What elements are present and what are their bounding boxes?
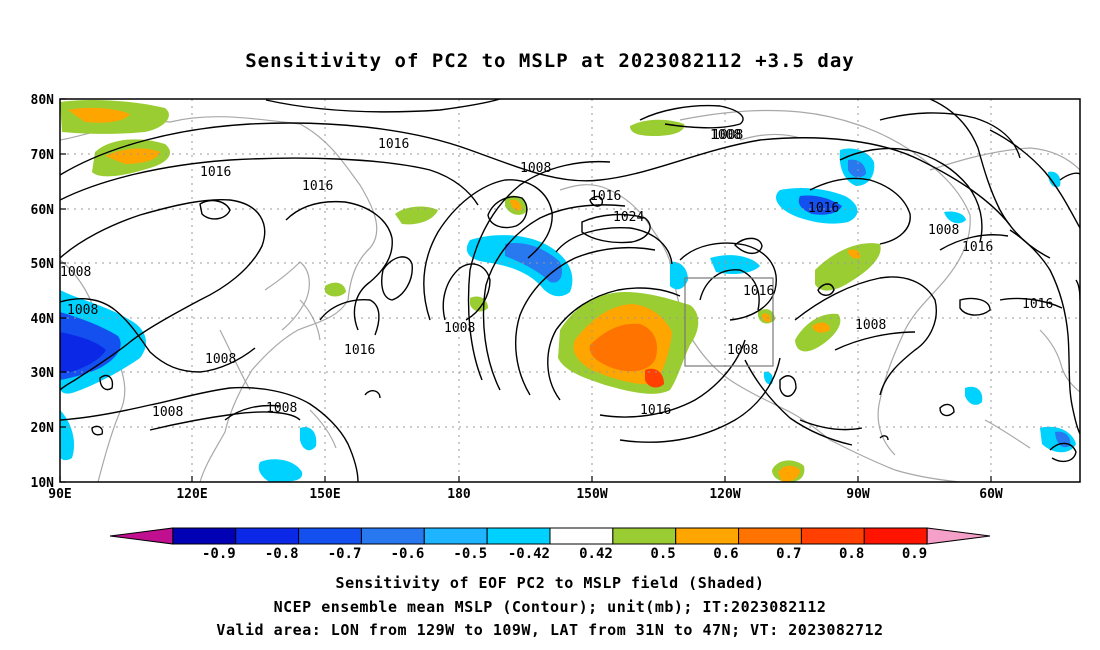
contour-label: 1008 xyxy=(928,223,959,238)
colorbar-segment xyxy=(486,527,551,545)
caption-line-2: NCEP ensemble mean MSLP (Contour); unit(… xyxy=(273,598,827,616)
colorbar-segment xyxy=(172,527,237,545)
colorbar-tick-label: 0.42 xyxy=(579,546,613,562)
contour-label: 1008 xyxy=(727,343,758,358)
colorbar-tick-label: -0.8 xyxy=(265,546,299,562)
lat-label: 20N xyxy=(31,421,55,436)
contour-label: 1008 xyxy=(67,303,98,318)
colorbar-tick-label: -0.9 xyxy=(202,546,236,562)
longitude-labels: 90E 120E 150E 180 150W 120W 90W 60W xyxy=(48,487,1003,502)
contour-label: 1016 xyxy=(962,240,993,255)
contour-label: 1016 xyxy=(808,201,839,216)
lon-label: 150W xyxy=(576,487,607,502)
colorbar-segment xyxy=(549,527,614,545)
mslp-contours xyxy=(60,99,1080,482)
lon-label: 90W xyxy=(846,487,870,502)
valid-area-box xyxy=(684,277,774,367)
lat-label: 70N xyxy=(31,148,55,163)
contour-label: 1008 xyxy=(855,318,886,333)
axis-ticks xyxy=(59,98,992,483)
colorbar-segment xyxy=(360,527,425,545)
contour-label: 1024 xyxy=(613,210,644,225)
contour-label: 1016 xyxy=(302,179,333,194)
lat-label: 80N xyxy=(31,93,55,108)
lat-label: 30N xyxy=(31,366,55,381)
lat-label: 60N xyxy=(31,203,55,218)
contour-label: 1016 xyxy=(1022,297,1053,312)
negative-sensitivity-shading xyxy=(60,148,1076,482)
lon-label: 90E xyxy=(48,487,71,502)
colorbar: -0.9 -0.8 -0.7 -0.6 -0.5 -0.42 0.42 0.5 0.6 0.7 0.… xyxy=(109,527,991,562)
colorbar-segment xyxy=(235,527,300,545)
colorbar-tick-label: -0.7 xyxy=(328,546,362,562)
colorbar-tick-label: 0.8 xyxy=(839,546,864,562)
contour-label: 1008 xyxy=(266,401,297,416)
colorbar-segment xyxy=(675,527,740,545)
lon-label: 60W xyxy=(979,487,1003,502)
positive-sensitivity-shading xyxy=(60,100,881,482)
colorbar-tick-label: 0.5 xyxy=(650,546,675,562)
colorbar-segment xyxy=(423,527,488,545)
contour-label: 1016 xyxy=(743,284,774,299)
lon-label: 120W xyxy=(709,487,740,502)
colorbar-segment xyxy=(863,527,928,545)
colorbar-segment xyxy=(738,527,802,545)
contour-label: 1016 xyxy=(378,137,409,152)
colorbar-segment xyxy=(612,527,677,545)
lat-label: 50N xyxy=(31,257,55,272)
contour-label: 1008 xyxy=(712,128,743,143)
lon-label: 150E xyxy=(309,487,340,502)
contour-label: 1016 xyxy=(590,189,621,204)
colorbar-tick-label: -0.5 xyxy=(453,546,487,562)
colorbar-arrow-high xyxy=(926,527,991,545)
colorbar-segment xyxy=(800,527,865,545)
contour-label: 1008 xyxy=(444,321,475,336)
lon-label: 120E xyxy=(176,487,207,502)
contour-label: 1016 xyxy=(344,343,375,358)
contour-label: 1008 xyxy=(520,161,551,176)
colorbar-segment xyxy=(298,527,362,545)
contour-label: 1016 xyxy=(640,403,671,418)
caption-line-1: Sensitivity of EOF PC2 to MSLP field (Sh… xyxy=(335,574,765,592)
colorbar-tick-label: 0.7 xyxy=(776,546,801,562)
contour-label: 1008 xyxy=(60,265,91,280)
contour-label: 1008 xyxy=(205,352,236,367)
plot-frame xyxy=(59,98,1081,483)
contour-label: 1008 xyxy=(710,128,741,143)
colorbar-tick-label: -0.6 xyxy=(391,546,425,562)
lon-label: 180 xyxy=(447,487,471,502)
caption-line-3: Valid area: LON from 129W to 109W, LAT f… xyxy=(216,621,884,639)
lat-label: 10N xyxy=(31,476,55,491)
chart-title: Sensitivity of PC2 to MSLP at 2023082112… xyxy=(245,50,855,72)
colorbar-tick-label: 0.6 xyxy=(713,546,738,562)
contour-labels: 1016 1016 1016 1008 1008 1016 1024 1008 … xyxy=(60,128,1053,420)
colorbar-tick-label: 0.9 xyxy=(902,546,927,562)
contour-label: 1008 xyxy=(152,405,183,420)
colorbar-arrow-low xyxy=(109,527,174,545)
contour-label: 1016 xyxy=(200,165,231,180)
lat-label: 40N xyxy=(31,312,55,327)
colorbar-tick-label: -0.42 xyxy=(508,546,550,562)
latitude-labels: 80N 70N 60N 50N 40N 30N 20N 10N xyxy=(31,93,55,491)
